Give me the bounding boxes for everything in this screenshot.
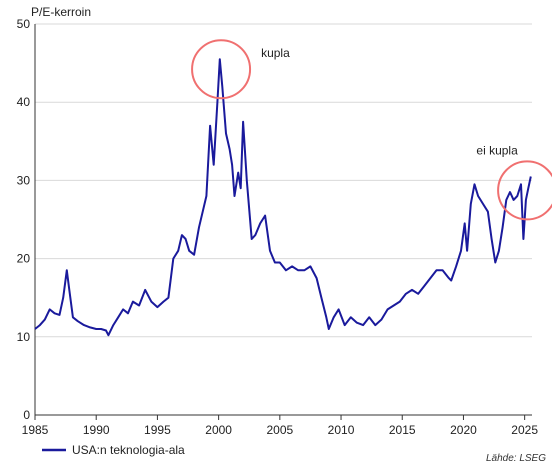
- x-tick-label: 2020: [450, 423, 477, 437]
- y-axis-label: P/E-kerroin: [31, 5, 91, 19]
- series-line: [34, 58, 532, 337]
- y-axis-ticks: 0 10 20 30 40 50: [17, 17, 31, 422]
- grid-lines: [35, 23, 532, 338]
- y-tick-label: 30: [17, 173, 31, 187]
- x-tick-label: 2000: [205, 423, 232, 437]
- source-note: Lähde: LSEG: [486, 453, 546, 464]
- x-tick-label: 1990: [83, 423, 110, 437]
- y-tick-label: 10: [17, 330, 31, 344]
- y-tick-label: 40: [17, 95, 31, 109]
- x-axis-ticks: 1985 1990 1995 2000 2005 2010 2015 2020 2025: [22, 415, 538, 437]
- x-tick-label: 2015: [389, 423, 416, 437]
- x-tick-label: 1995: [144, 423, 171, 437]
- y-tick-label: 20: [17, 252, 31, 266]
- annotation-circle: [191, 39, 252, 100]
- x-tick-label: 1985: [22, 423, 49, 437]
- x-tick-label: 2005: [266, 423, 293, 437]
- y-tick-label: 50: [17, 17, 31, 31]
- annotation-label: kupla: [261, 46, 290, 60]
- legend-label: USA:n teknologia-ala: [72, 443, 185, 457]
- annotation-label: ei kupla: [476, 143, 518, 157]
- x-tick-label: 2025: [511, 423, 538, 437]
- y-tick-label: 0: [23, 408, 30, 422]
- legend: USA:n teknologia-ala: [42, 443, 185, 457]
- annotations: kupla ei kupla: [191, 39, 552, 221]
- annotation-circle: [497, 160, 552, 221]
- x-tick-label: 2010: [328, 423, 355, 437]
- series-lines: [34, 58, 532, 337]
